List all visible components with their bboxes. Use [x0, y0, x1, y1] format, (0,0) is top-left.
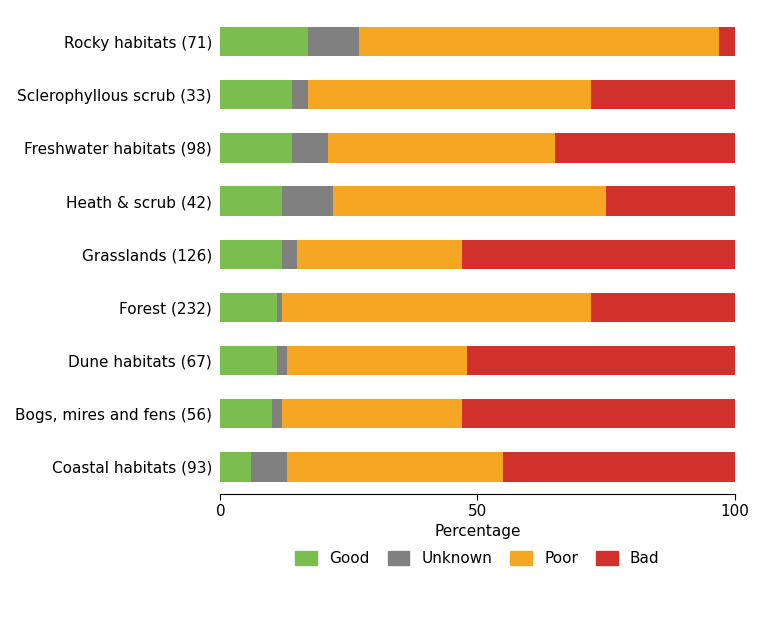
Bar [503, 453, 734, 481]
Bar [333, 187, 606, 216]
Bar [462, 399, 734, 428]
Bar [591, 293, 734, 322]
Bar [297, 240, 462, 269]
Bar [287, 453, 503, 481]
Bar [462, 240, 734, 269]
Bar [272, 399, 282, 428]
Bar [220, 187, 282, 216]
Bar [277, 293, 282, 322]
Bar [308, 27, 359, 56]
Bar [467, 346, 734, 375]
Legend: Good, Unknown, Poor, Bad: Good, Unknown, Poor, Bad [290, 545, 665, 572]
Bar [719, 27, 734, 56]
Bar [282, 240, 297, 269]
Bar [220, 399, 272, 428]
Bar [220, 133, 293, 163]
Bar [277, 346, 287, 375]
Bar [220, 346, 277, 375]
Bar [359, 27, 719, 56]
Bar [555, 133, 734, 163]
Bar [220, 240, 282, 269]
Bar [282, 187, 333, 216]
Bar [329, 133, 555, 163]
Bar [282, 293, 591, 322]
Bar [220, 80, 293, 110]
Bar [251, 453, 287, 481]
Bar [293, 133, 329, 163]
Bar [606, 187, 734, 216]
Bar [220, 453, 251, 481]
Bar [282, 399, 462, 428]
Bar [220, 293, 277, 322]
Bar [308, 80, 591, 110]
X-axis label: Percentage: Percentage [434, 524, 521, 540]
Bar [293, 80, 308, 110]
Bar [591, 80, 734, 110]
Bar [287, 346, 467, 375]
Bar [220, 27, 308, 56]
